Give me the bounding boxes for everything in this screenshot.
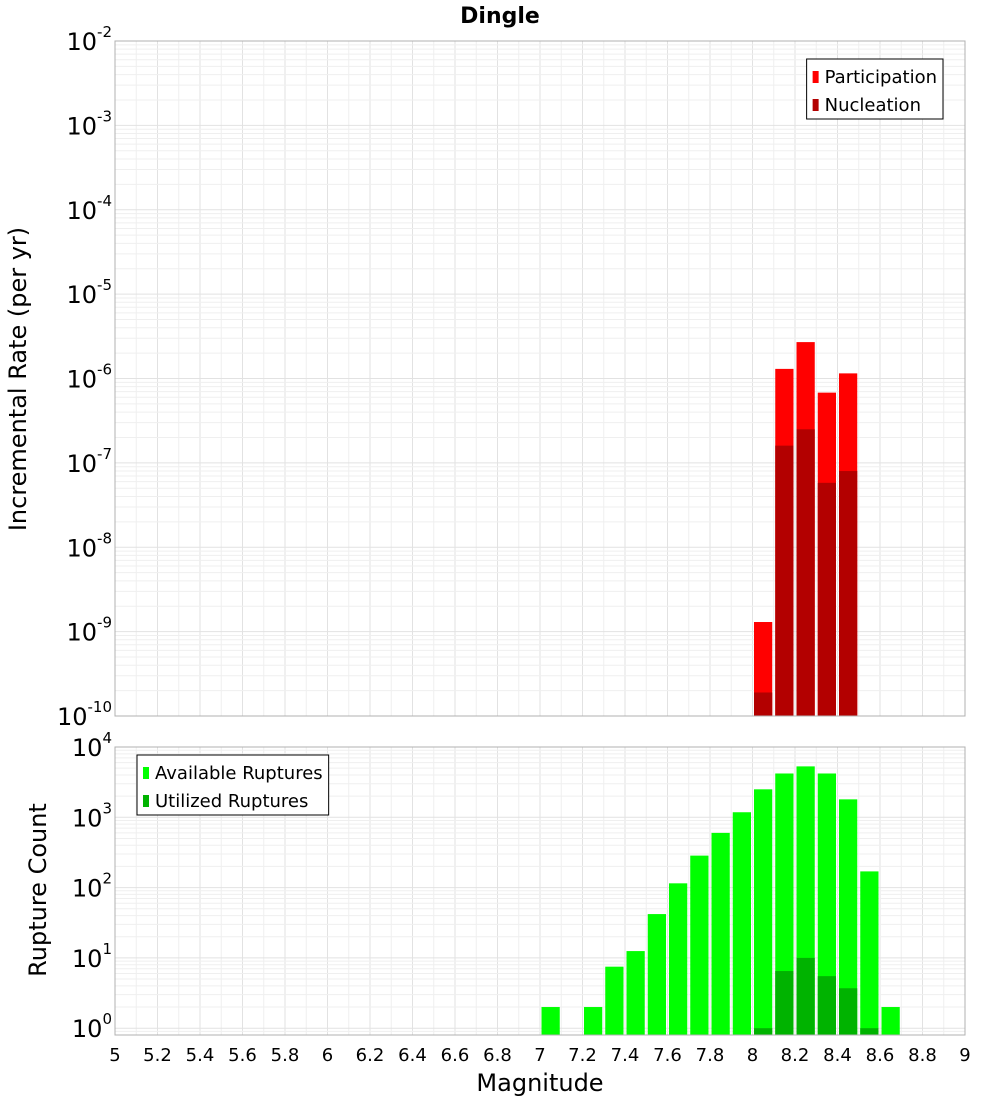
x-tick-label: 5 xyxy=(109,1045,120,1066)
x-tick-label: 5.6 xyxy=(228,1045,257,1066)
panel2-legend-label: Available Ruptures xyxy=(155,763,323,784)
panel2-y-tick-label: 102 xyxy=(72,870,112,903)
panel2-bar-utilized-ruptures xyxy=(839,988,858,1035)
panel2-bar-available-ruptures xyxy=(732,812,751,1035)
panel2-y-tick-label: 101 xyxy=(72,940,112,973)
panel1-legend-label: Participation xyxy=(825,67,937,88)
x-tick-label: 7.4 xyxy=(611,1045,640,1066)
panel2-legend-swatch xyxy=(143,767,149,779)
panel1-bar-nucleation xyxy=(754,692,773,716)
panel2-bar-available-ruptures xyxy=(881,1007,900,1035)
panel2-legend-box xyxy=(136,754,330,816)
panel2-bar-available-ruptures xyxy=(817,773,836,1035)
x-tick-label: 8.2 xyxy=(781,1045,810,1066)
panel1-legend-box xyxy=(806,58,944,120)
panel2-frame xyxy=(114,746,966,1036)
panel1-bar-nucleation xyxy=(817,482,836,716)
panel2-bar-utilized-ruptures xyxy=(796,957,815,1035)
panel1-legend-swatch xyxy=(812,99,819,111)
x-tick-label: 8.6 xyxy=(866,1045,895,1066)
x-tick-label: 8.8 xyxy=(908,1045,937,1066)
panel2-bar-available-ruptures xyxy=(754,789,773,1035)
panel2-bar-available-ruptures xyxy=(839,799,858,1035)
panel2-bar-available-ruptures xyxy=(690,855,709,1035)
bottom-y-axis-label: Rupture Count xyxy=(24,803,52,977)
panel2-bar-available-ruptures xyxy=(860,871,879,1035)
chart-title: Dingle xyxy=(460,4,540,29)
x-tick-label: 8 xyxy=(747,1045,758,1066)
x-tick-label: 6.6 xyxy=(441,1045,470,1066)
panel2-bar-utilized-ruptures xyxy=(860,1028,879,1035)
x-tick-label: 7.6 xyxy=(653,1045,682,1066)
x-tick-label: 6 xyxy=(322,1045,333,1066)
panel2-legend: Available Ruptures Utilized Ruptures xyxy=(136,754,330,816)
x-tick-label: 7.2 xyxy=(568,1045,597,1066)
x-tick-label: 5.8 xyxy=(271,1045,300,1066)
x-tick-label: 5.2 xyxy=(143,1045,172,1066)
x-tick-label: 6.4 xyxy=(398,1045,427,1066)
panel1-y-tick-label: 10-6 xyxy=(66,361,112,394)
x-axis-label: Magnitude xyxy=(476,1069,603,1097)
panel2-bar-utilized-ruptures xyxy=(817,976,836,1035)
panel2-bar-utilized-ruptures xyxy=(754,1028,773,1035)
panel1-y-tick-label: 10-9 xyxy=(66,614,112,647)
panel1-bar-nucleation xyxy=(839,471,858,716)
panel1-frame xyxy=(114,40,966,717)
panel1-y-tick-label: 10-10 xyxy=(57,698,112,731)
panel2-bar-available-ruptures xyxy=(605,966,624,1035)
panel1-y-tick-label: 10-7 xyxy=(66,445,112,478)
x-tick-label: 7 xyxy=(534,1045,545,1066)
panel2-bar-available-ruptures xyxy=(584,1007,603,1035)
panel1-bar-nucleation xyxy=(796,429,815,716)
x-tick-label: 6.2 xyxy=(356,1045,385,1066)
panel1-legend-label: Nucleation xyxy=(825,95,921,116)
x-tick-label: 9 xyxy=(959,1045,970,1066)
panel2-bar-utilized-ruptures xyxy=(775,971,794,1035)
panel2-y-tick-label: 104 xyxy=(72,729,112,762)
panel1-y-tick-label: 10-5 xyxy=(66,276,112,309)
x-tick-label: 8.4 xyxy=(823,1045,852,1066)
panel2-legend-swatch xyxy=(143,795,149,807)
panel2-bar-available-ruptures xyxy=(775,773,794,1035)
panel2-bar-available-ruptures xyxy=(669,883,688,1035)
panel2-y-tick-label: 100 xyxy=(72,1010,112,1043)
panel2-y-tick-label: 103 xyxy=(72,799,112,832)
top-y-axis-label: Incremental Rate (per yr) xyxy=(4,227,32,531)
panel1-y-tick-label: 10-4 xyxy=(66,192,112,225)
panel1-y-tick-label: 10-2 xyxy=(66,23,112,56)
panel2-legend-label: Utilized Ruptures xyxy=(155,791,308,812)
panel2-bar-available-ruptures xyxy=(647,914,666,1035)
panel1-legend-swatch xyxy=(812,71,819,83)
panel2-bar-available-ruptures xyxy=(626,951,645,1035)
panel1-y-tick-label: 10-3 xyxy=(66,107,112,140)
panel1-legend: Participation Nucleation xyxy=(806,58,944,120)
x-tick-label: 6.8 xyxy=(483,1045,512,1066)
x-tick-label: 5.4 xyxy=(186,1045,215,1066)
x-tick-label: 7.8 xyxy=(696,1045,725,1066)
panel1-y-tick-label: 10-8 xyxy=(66,529,112,562)
panel2-bar-available-ruptures xyxy=(711,832,730,1035)
panel2-bar-available-ruptures xyxy=(541,1007,560,1035)
panel1-bar-nucleation xyxy=(775,445,794,716)
